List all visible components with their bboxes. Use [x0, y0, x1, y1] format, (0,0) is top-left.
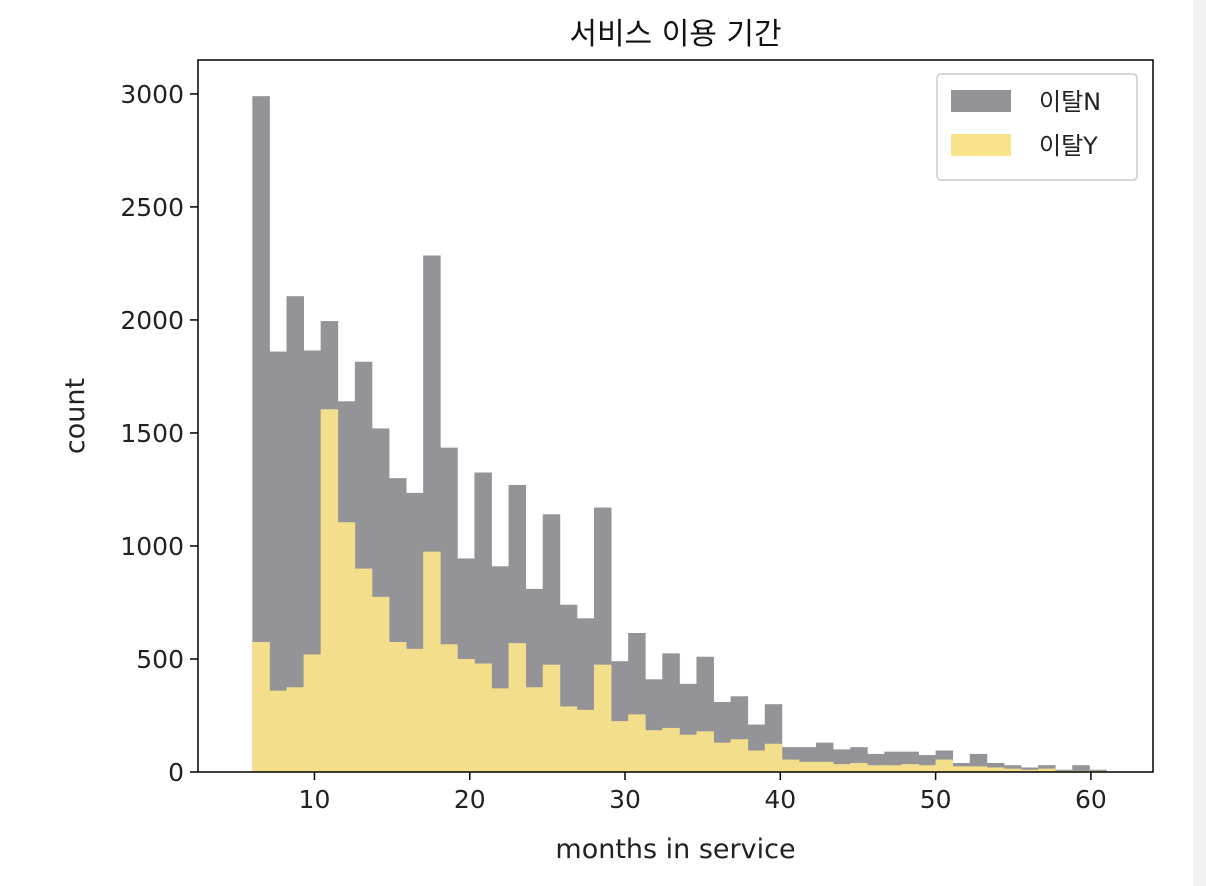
histogram-bar: [833, 764, 851, 772]
histogram-bar: [935, 759, 954, 772]
x-tick-label: 10: [299, 785, 331, 814]
histogram-bar: [320, 409, 339, 772]
histogram-bar: [884, 765, 902, 772]
histogram-bar: [1072, 765, 1090, 772]
histogram-bar: [474, 663, 492, 772]
histogram-bar: [816, 761, 834, 772]
legend-label-churn-y: 이탈Y: [1039, 132, 1098, 160]
histogram-bar: [713, 742, 732, 772]
legend-swatch-churn-y: [951, 134, 1011, 156]
y-tick-label: 3000: [120, 80, 184, 109]
histogram-bar: [952, 766, 971, 772]
legend-box: [936, 73, 1138, 181]
histogram-bar: [542, 664, 561, 772]
x-axis-ticks: 10 20 30 40 50 60: [299, 772, 1107, 814]
histogram-bar: [781, 759, 800, 772]
histogram-bar: [969, 766, 988, 772]
histogram-bar: [1038, 768, 1056, 772]
legend-label-churn-n: 이탈N: [1039, 88, 1101, 116]
histogram-bar: [867, 765, 885, 772]
histogram-bar: [286, 687, 304, 772]
x-tick-label: 50: [920, 785, 952, 814]
histogram-bar: [1003, 768, 1022, 772]
histogram-bar: [286, 296, 304, 772]
y-tick-label: 2500: [120, 193, 184, 222]
histogram-bar: [696, 731, 714, 772]
histogram-bar: [730, 739, 749, 772]
histogram-bar: [303, 654, 322, 772]
histogram-bar: [337, 522, 356, 772]
histogram-bar: [798, 761, 817, 772]
histogram-bar: [508, 643, 527, 772]
bars-layer: [252, 96, 1107, 773]
histogram-bar: [918, 765, 936, 772]
histogram-bar: [525, 687, 544, 772]
histogram-bar: [559, 706, 578, 772]
x-tick-label: 30: [609, 785, 641, 814]
histogram-bar: [491, 688, 509, 772]
y-axis-label: count: [60, 378, 91, 454]
x-tick-label: 20: [454, 785, 486, 814]
histogram-bar: [406, 648, 424, 772]
histogram-bar: [252, 642, 270, 772]
histogram-bar: [269, 351, 287, 772]
histogram-bar: [576, 709, 595, 772]
histogram-bar: [764, 743, 783, 772]
y-tick-label: 0: [168, 758, 184, 787]
x-tick-label: 60: [1075, 785, 1107, 814]
series-1: [252, 409, 1107, 772]
histogram-bar: [457, 658, 475, 772]
histogram-bar: [850, 762, 868, 772]
y-tick-label: 2000: [120, 306, 184, 335]
histogram-bar: [423, 551, 441, 772]
histogram-bar: [1021, 769, 1039, 772]
histogram-bar: [269, 690, 287, 772]
histogram-bar: [440, 644, 458, 772]
page-edge-strip: [1193, 0, 1206, 886]
histogram-bar: [354, 568, 373, 772]
legend: 이탈N 이탈Y: [936, 73, 1138, 181]
histogram-bar: [371, 596, 390, 772]
histogram-bar: [645, 730, 663, 772]
histogram-bar: [593, 664, 612, 772]
y-tick-label: 1500: [120, 419, 184, 448]
histogram-bar: [611, 721, 629, 772]
chart-title: 서비스 이용 기간: [569, 17, 781, 52]
legend-swatch-churn-n: [951, 90, 1011, 112]
y-tick-label: 1000: [120, 532, 184, 561]
histogram-bar: [662, 727, 680, 772]
y-tick-label: 500: [136, 645, 184, 674]
histogram-bar: [679, 734, 697, 772]
x-axis-label: months in service: [555, 834, 795, 865]
histogram-bar: [628, 714, 646, 772]
histogram-bar: [986, 767, 1005, 772]
histogram-bar: [901, 764, 919, 772]
y-axis-ticks: 0 500 1000 1500 2000 2500 3000: [120, 80, 198, 787]
histogram-bar: [252, 96, 270, 773]
histogram-bar: [389, 642, 407, 772]
x-tick-label: 40: [764, 785, 796, 814]
plot-frame: [197, 59, 1154, 773]
histogram-bar: [747, 750, 766, 772]
